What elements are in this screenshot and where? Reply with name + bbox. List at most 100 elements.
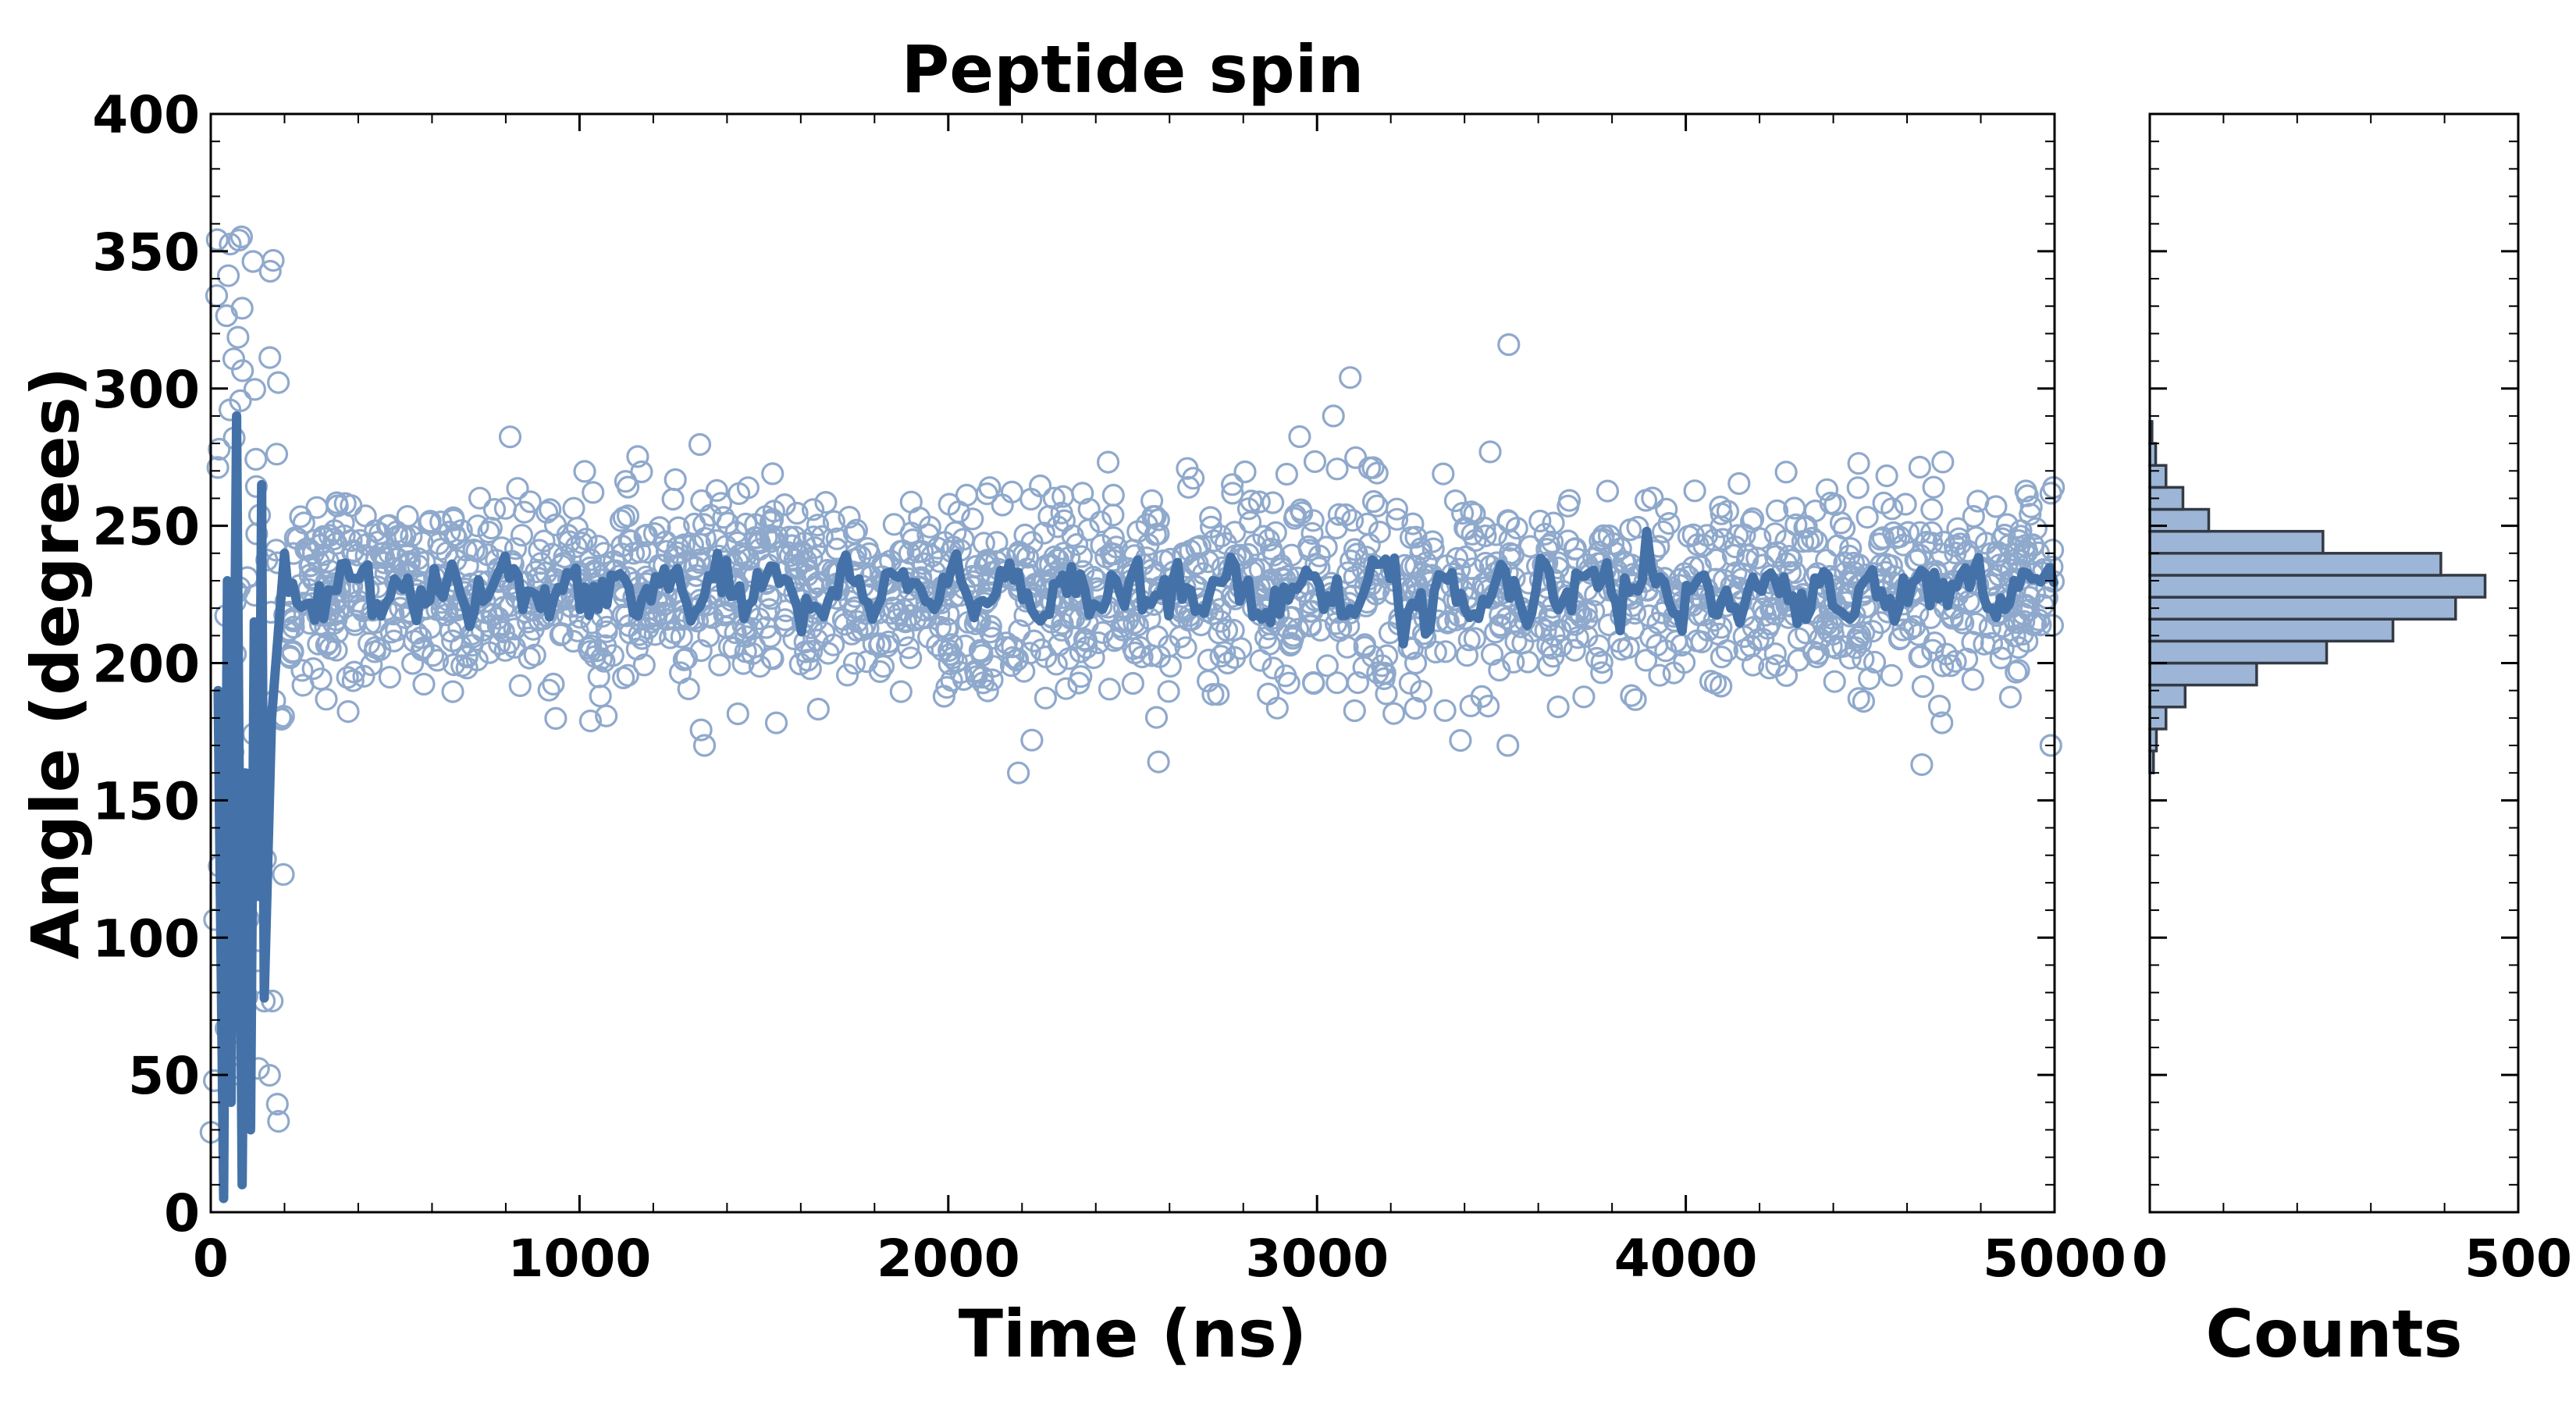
- scatter-point: [1505, 516, 1528, 540]
- scatter-point: [336, 666, 359, 689]
- scatter-point: [1144, 706, 1169, 729]
- scatter-point: [1174, 636, 1197, 660]
- scatter-point: [1336, 561, 1360, 585]
- scatter-point: [589, 647, 614, 670]
- scatter-point: [1201, 682, 1225, 706]
- scatter-point: [1454, 545, 1478, 569]
- scatter-point: [1846, 625, 1870, 649]
- scatter-point: [1821, 622, 1845, 646]
- scatter-point: [926, 536, 949, 560]
- scatter-point: [814, 490, 838, 514]
- scatter-point: [1685, 629, 1709, 653]
- scatter-point: [1404, 651, 1428, 675]
- scatter-point: [1915, 530, 1938, 554]
- scatter-point: [562, 496, 585, 520]
- hist-x-tick-label: 500: [2464, 1229, 2572, 1289]
- scatter-point: [1035, 553, 1059, 577]
- scatter-point: [1121, 671, 1145, 695]
- scatter-point: [1012, 660, 1036, 683]
- scatter-point: [1257, 682, 1280, 706]
- scatter-point: [1340, 509, 1364, 532]
- scatter-point: [2029, 613, 2052, 637]
- scatter-point: [506, 477, 529, 500]
- scatter-point: [290, 659, 314, 682]
- scatter-point: [726, 702, 749, 726]
- scatter-point: [1620, 684, 1643, 707]
- scatter-point: [258, 259, 282, 283]
- scatter-point: [1339, 549, 1363, 573]
- scatter-point: [2041, 539, 2065, 562]
- scatter-point: [1101, 483, 1125, 507]
- scatter-point: [1209, 645, 1233, 668]
- scatter-point: [1076, 518, 1100, 542]
- scatter-point: [1034, 686, 1058, 710]
- scatter-point: [1147, 750, 1170, 774]
- scatter-point: [492, 620, 515, 644]
- scatter-point: [244, 475, 268, 498]
- scatter-point: [1067, 671, 1091, 695]
- scatter-point: [1261, 491, 1285, 514]
- scatter-point: [1075, 635, 1098, 660]
- scatter-point: [709, 492, 733, 515]
- scatter-point: [976, 679, 999, 702]
- scatter-point: [1478, 440, 1502, 464]
- scatter-point: [1006, 761, 1030, 784]
- scatter-point: [265, 443, 289, 466]
- scatter-point: [1833, 517, 1856, 540]
- scatter-point: [1542, 645, 1565, 668]
- scatter-point: [215, 304, 238, 328]
- scatter-point: [633, 524, 656, 548]
- scatter-point: [748, 655, 772, 678]
- scatter-point: [1540, 530, 1564, 553]
- scatter-point: [838, 505, 861, 529]
- scatter-point: [1264, 521, 1287, 544]
- scatter-point: [421, 644, 445, 667]
- scatter-point: [267, 1109, 290, 1133]
- scatter-point: [442, 506, 465, 529]
- scatter-point: [1197, 550, 1220, 574]
- scatter-point: [333, 492, 357, 515]
- scatter-point: [1585, 646, 1609, 670]
- scatter-point: [611, 666, 635, 690]
- scatter-point: [782, 627, 806, 651]
- scatter-point: [1934, 642, 1958, 666]
- scatter-point: [628, 623, 651, 646]
- scatter-point: [670, 625, 693, 649]
- scatter-point: [799, 657, 822, 681]
- scatter-point: [1497, 333, 1521, 357]
- scatter-point: [1385, 507, 1409, 531]
- x-tick-label: 0: [193, 1229, 229, 1289]
- scatter-point: [1496, 734, 1520, 757]
- histogram-bar: [2148, 683, 2187, 709]
- scatter-point: [229, 389, 252, 413]
- scatter-point: [1282, 624, 1305, 647]
- scatter-point: [340, 528, 363, 553]
- scatter-point: [1265, 696, 1289, 720]
- scatter-point: [1839, 537, 1863, 560]
- scatter-point: [1261, 656, 1285, 680]
- scatter-point: [898, 542, 922, 565]
- scatter-point: [755, 616, 778, 639]
- scatter-point: [258, 346, 282, 369]
- scatter-point: [965, 665, 988, 688]
- scatter-point: [940, 633, 963, 656]
- scatter-point: [1677, 525, 1700, 548]
- histogram-bar: [2148, 464, 2168, 489]
- scatter-point: [1880, 497, 1904, 521]
- scatter-point: [2016, 484, 2039, 507]
- scatter-point: [1546, 695, 1570, 719]
- scatter-point: [346, 543, 369, 567]
- scatter-point: [918, 515, 941, 539]
- scatter-point: [1034, 645, 1058, 669]
- scatter-point: [1370, 654, 1394, 678]
- scatter-point: [1907, 623, 1930, 646]
- scatter-point: [1130, 645, 1154, 669]
- scatter-point: [968, 638, 992, 662]
- scatter-point: [610, 534, 634, 558]
- x-tick-label: 3000: [1245, 1229, 1389, 1289]
- scatter-point: [760, 587, 783, 610]
- scatter-point: [1257, 528, 1280, 552]
- scatter-point: [1115, 609, 1140, 632]
- y-tick-label: 50: [128, 1046, 200, 1106]
- scatter-point: [1765, 499, 1789, 523]
